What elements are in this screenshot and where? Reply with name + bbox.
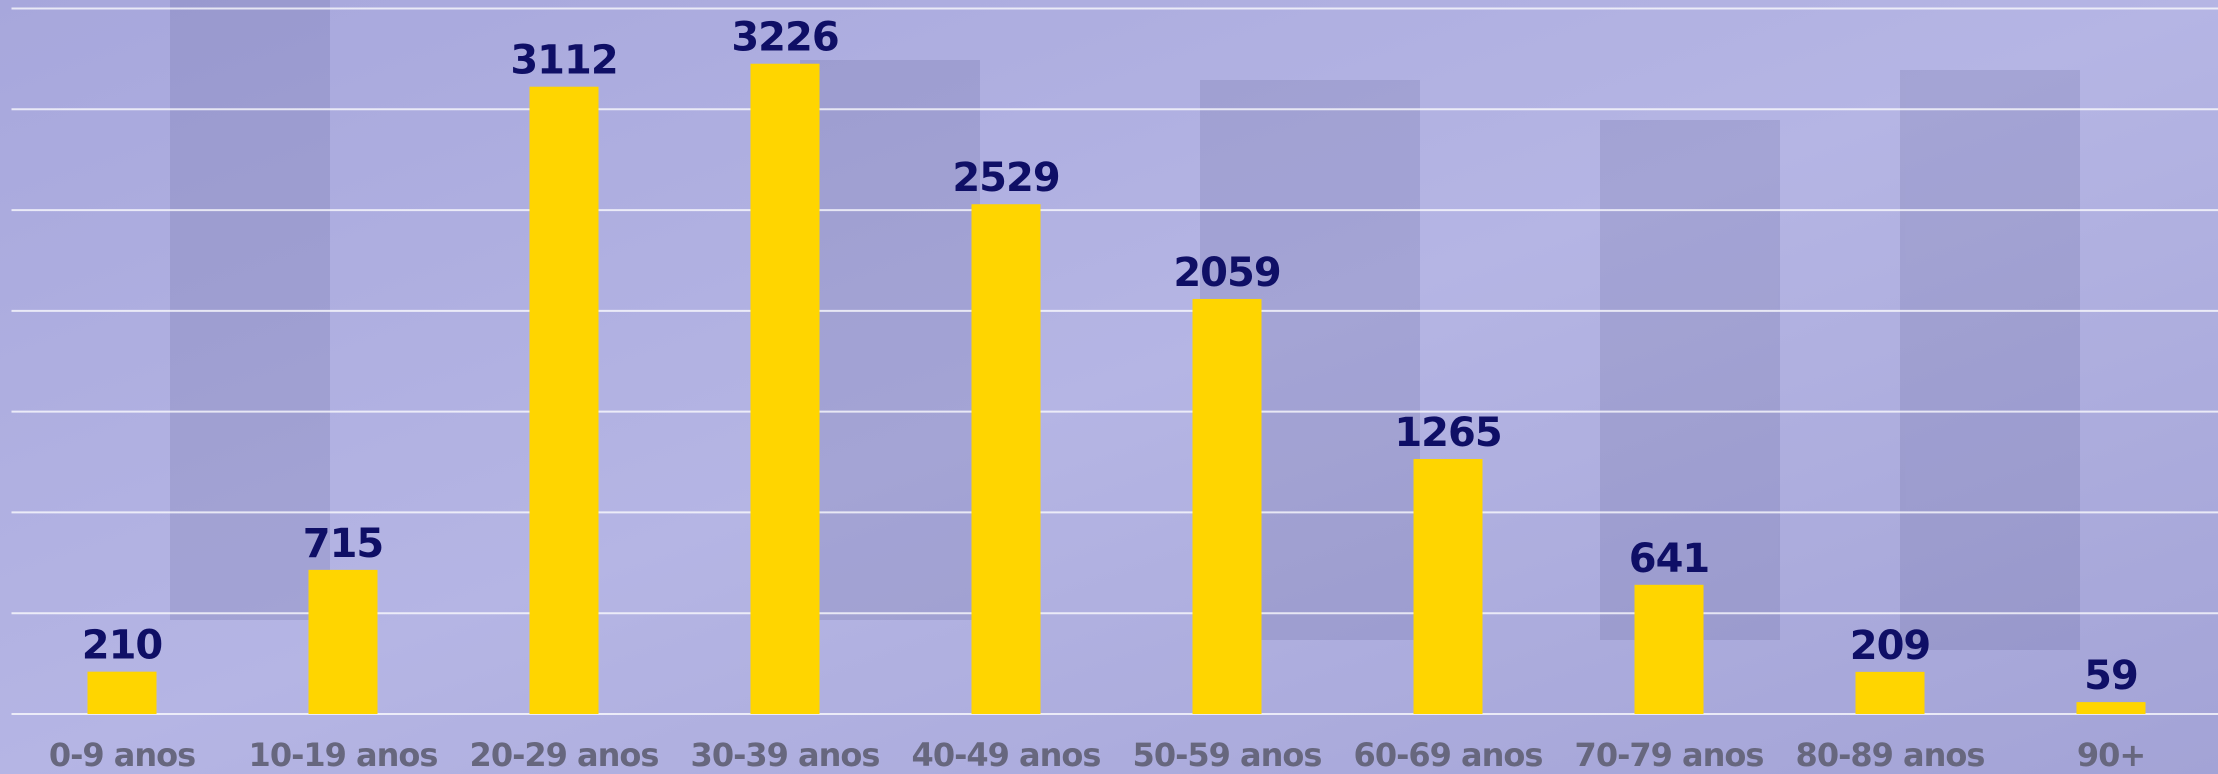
value-label: 2059 [1173,250,1280,296]
bar [88,672,157,714]
value-label: 3226 [731,15,838,61]
bar [972,204,1041,714]
x-tick-label: 70-79 anos [1575,736,1764,774]
value-label: 715 [303,521,384,567]
x-tick-label: 50-59 anos [1133,736,1322,774]
value-label: 1265 [1394,410,1501,456]
x-tick-label: 90+ [2077,736,2145,774]
x-tick-label: 20-29 anos [470,736,659,774]
bar [2077,702,2146,714]
x-tick-label: 30-39 anos [691,736,880,774]
x-tick-label: 80-89 anos [1796,736,1985,774]
bar [751,64,820,714]
bar [1193,299,1262,714]
x-tick-label: 0-9 anos [49,736,195,774]
value-label: 209 [1850,623,1931,669]
value-label: 641 [1629,536,1710,582]
bar [530,87,599,714]
value-label: 3112 [510,38,617,84]
bar [1414,459,1483,714]
x-tick-label: 60-69 anos [1354,736,1543,774]
chart: 210 0-9 anos 715 10-19 anos 3112 20-29 anos 32… [0,0,2218,774]
value-label: 59 [2084,653,2138,699]
bar [1635,585,1704,714]
x-tick-label: 10-19 anos [249,736,438,774]
x-tick-label: 40-49 anos [912,736,1101,774]
bar [1856,672,1925,714]
value-label: 2529 [952,155,1059,201]
bar [309,570,378,714]
value-label: 210 [82,623,163,669]
